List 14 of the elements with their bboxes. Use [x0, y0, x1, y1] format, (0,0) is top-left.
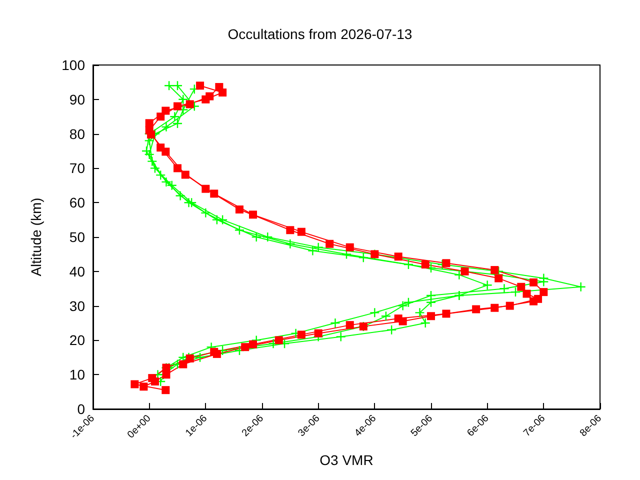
- y-tick-label: 40: [69, 263, 86, 280]
- y-tick-label: 70: [69, 160, 86, 176]
- y-tick-label: 0: [77, 401, 86, 417]
- chart-title: Occultations from 2026-07-13: [228, 26, 412, 42]
- y-axis-title: Altitude (km): [28, 198, 44, 276]
- y-tick-label: 10: [69, 366, 86, 383]
- y-tick-label: 20: [69, 332, 86, 348]
- y-tick-label: 90: [69, 91, 86, 108]
- y-tick-label: 60: [69, 194, 86, 211]
- y-tick-label: 30: [69, 298, 86, 314]
- y-tick-label: 80: [69, 126, 86, 142]
- x-axis-title: O3 VMR: [320, 452, 374, 468]
- y-tick-label: 50: [69, 229, 86, 245]
- y-tick-label: 100: [62, 57, 86, 73]
